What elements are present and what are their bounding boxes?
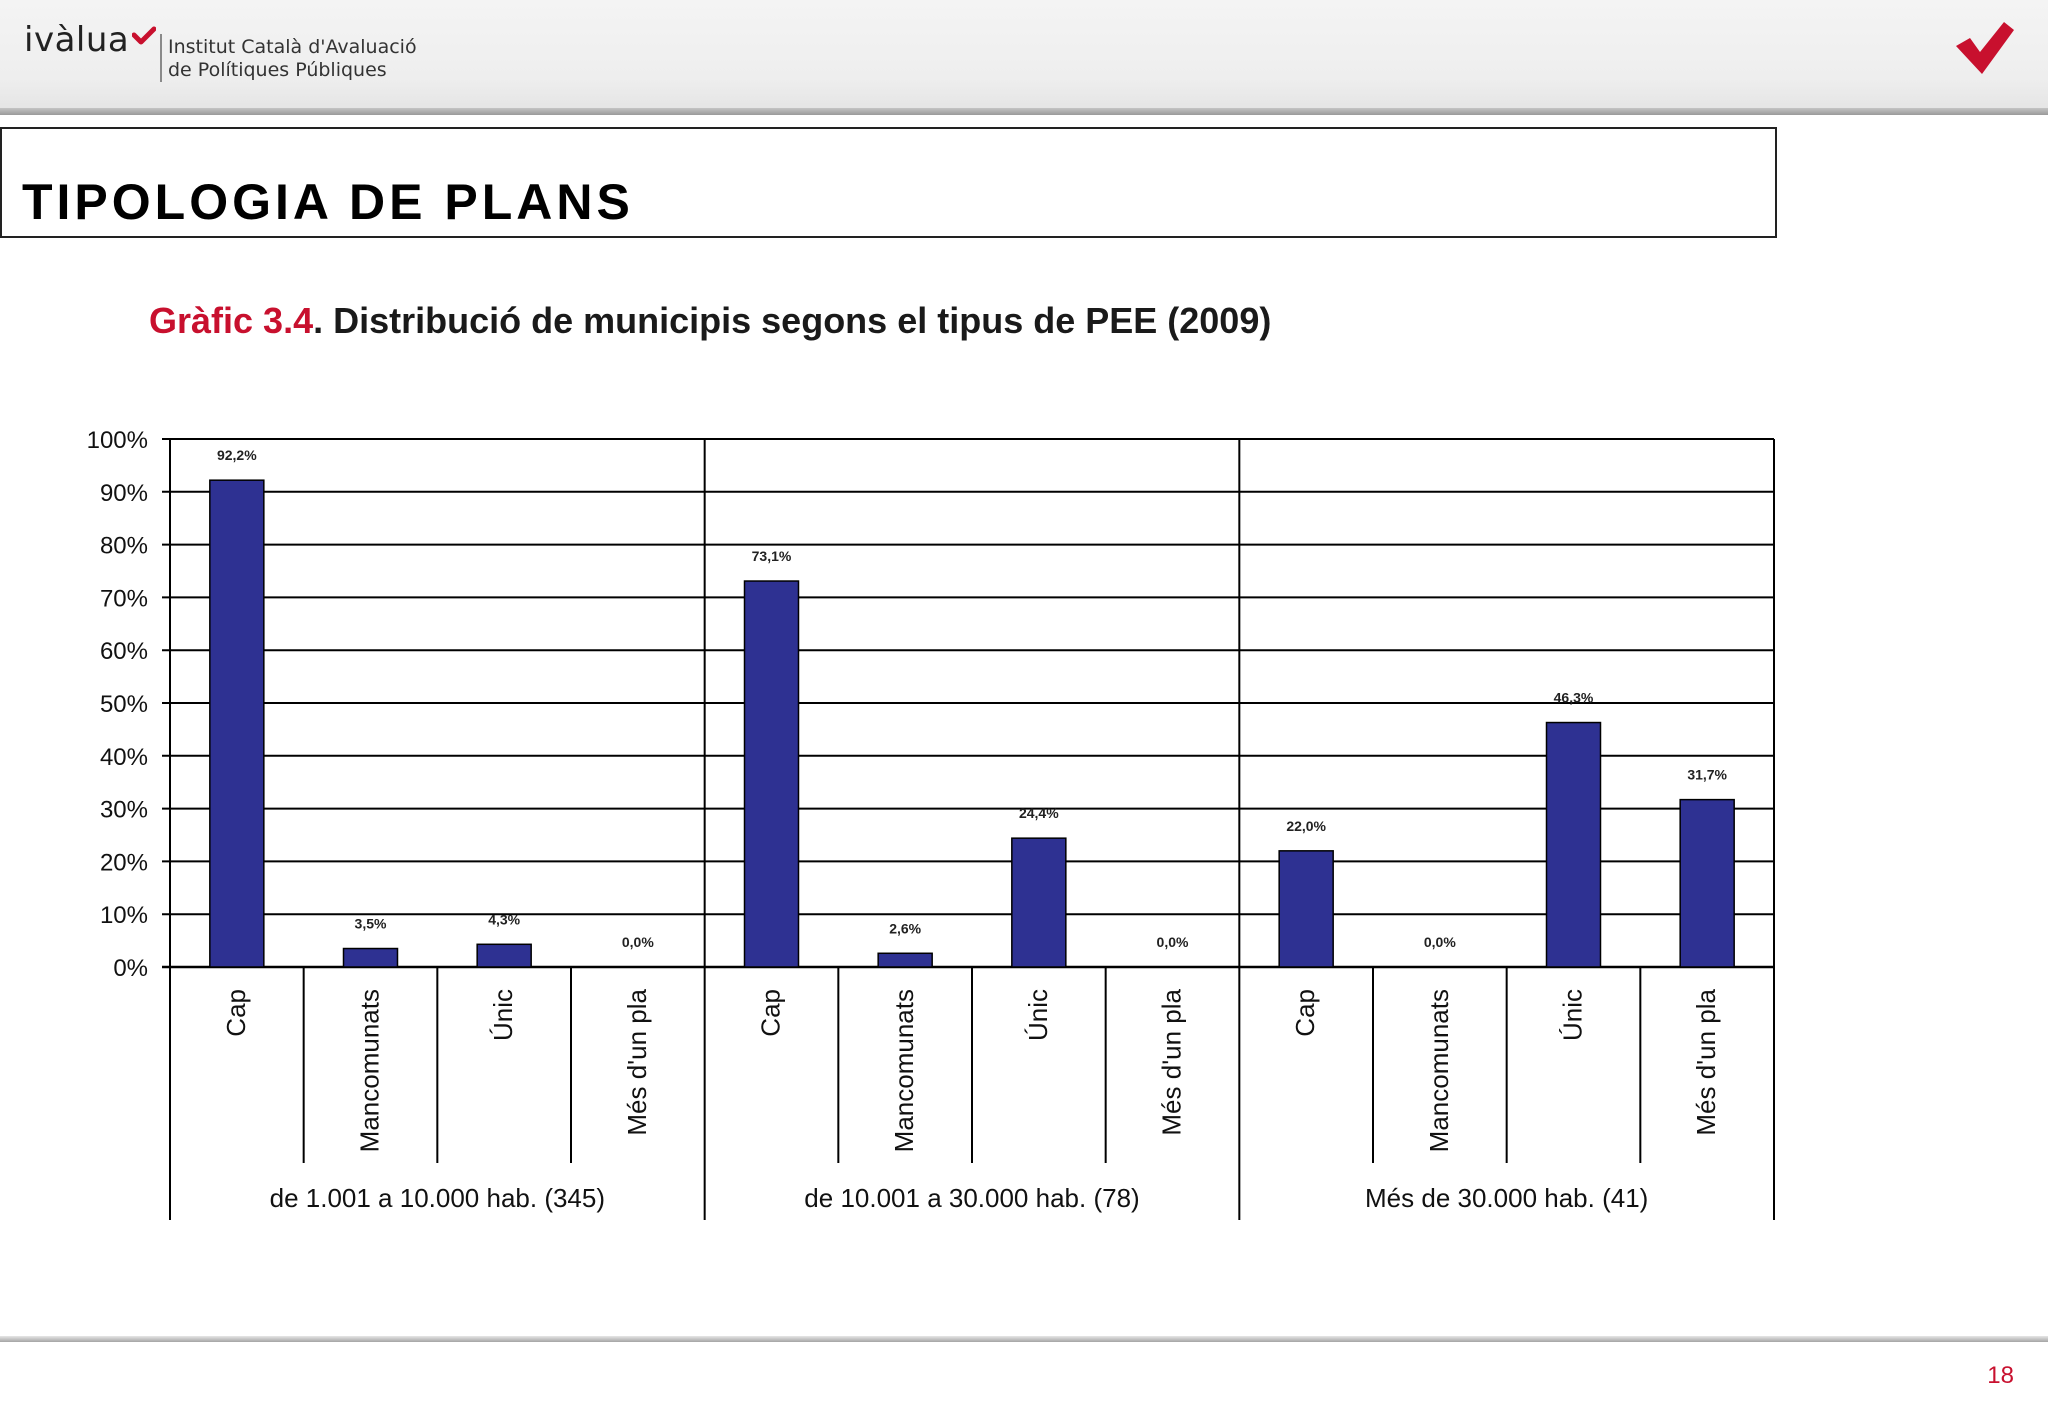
footer-divider bbox=[0, 1336, 2048, 1342]
y-tick-label: 100% bbox=[87, 427, 148, 454]
institution-name: Institut Català d'Avaluació de Polítique… bbox=[168, 36, 417, 82]
bar bbox=[1011, 837, 1067, 968]
y-tick-label: 0% bbox=[113, 955, 148, 982]
data-label: 31,7% bbox=[1687, 767, 1727, 783]
y-tick-label: 90% bbox=[100, 480, 148, 507]
data-label: 22,0% bbox=[1286, 818, 1326, 834]
data-label: 92,2% bbox=[217, 447, 257, 463]
institution-line-2: de Polítiques Públiques bbox=[168, 59, 387, 81]
group-label: de 1.001 a 10.000 hab. (345) bbox=[270, 1183, 605, 1213]
page-number: 18 bbox=[1987, 1362, 2014, 1389]
brand-check-icon bbox=[1956, 22, 2014, 74]
group-label: Més de 30.000 hab. (41) bbox=[1365, 1183, 1648, 1213]
y-tick-label: 70% bbox=[100, 585, 148, 612]
slide-title: TIPOLOGIA DE PLANS bbox=[22, 174, 634, 230]
data-label: 3,5% bbox=[355, 916, 387, 932]
chart-title-number: Gràfic 3.4 bbox=[149, 300, 314, 341]
category-label: Cap bbox=[221, 989, 251, 1037]
data-label: 0,0% bbox=[622, 934, 654, 950]
bar-chart: 0% 10% 20% 30% 40% 50% 60% 70% 80% 90% 100% 92,2% Ca… bbox=[87, 427, 1775, 1220]
y-tick-label: 30% bbox=[100, 797, 148, 824]
category-label: Únic bbox=[1023, 989, 1053, 1041]
slide-header: ivàlua Institut Català d'Avaluació de Po… bbox=[0, 0, 2048, 112]
logo-check-icon bbox=[132, 26, 156, 45]
institution-line-1: Institut Català d'Avaluació bbox=[168, 36, 417, 58]
y-tick-label: 40% bbox=[100, 744, 148, 771]
data-label: 0,0% bbox=[1424, 934, 1456, 950]
category-label: Únic bbox=[1558, 989, 1588, 1041]
bar bbox=[1545, 721, 1602, 968]
header-divider bbox=[0, 108, 2048, 115]
category-label: Únic bbox=[488, 989, 518, 1041]
category-label: Més d'un pla bbox=[1691, 988, 1721, 1135]
data-label: 73,1% bbox=[752, 548, 792, 564]
category-label: Cap bbox=[756, 989, 786, 1037]
chart-title-text: . Distribució de municipis segons el tip… bbox=[313, 300, 1272, 341]
category-label: Mancomunats bbox=[355, 989, 385, 1152]
group-label: de 10.001 a 30.000 hab. (78) bbox=[804, 1183, 1139, 1213]
data-label: 2,6% bbox=[889, 920, 921, 936]
category-label: Mancomunats bbox=[1424, 989, 1454, 1152]
category-label: Mancomunats bbox=[889, 989, 919, 1152]
category-label: Cap bbox=[1290, 989, 1320, 1037]
bar bbox=[1278, 850, 1334, 968]
bar bbox=[877, 952, 933, 968]
bar bbox=[209, 479, 265, 968]
bar bbox=[1679, 798, 1735, 968]
y-tick-label: 20% bbox=[100, 849, 148, 876]
y-tick-label: 60% bbox=[100, 638, 148, 665]
logo-divider bbox=[160, 34, 162, 82]
bar bbox=[476, 943, 532, 968]
category-label: Més d'un pla bbox=[622, 988, 652, 1135]
y-tick-label: 80% bbox=[100, 533, 148, 560]
slide-title-box: TIPOLOGIA DE PLANS bbox=[0, 127, 1777, 238]
data-label: 4,3% bbox=[488, 911, 520, 927]
logo-text: ivàlua bbox=[24, 20, 130, 60]
chart-title: Gràfic 3.4. Distribució de municipis seg… bbox=[149, 300, 1271, 342]
category-label: Més d'un pla bbox=[1157, 988, 1187, 1135]
y-tick-label: 50% bbox=[100, 691, 148, 718]
data-label: 0,0% bbox=[1157, 934, 1189, 950]
data-label: 46,3% bbox=[1554, 690, 1594, 706]
bar bbox=[342, 947, 399, 968]
data-label: 24,4% bbox=[1019, 805, 1059, 821]
bar bbox=[743, 580, 800, 968]
y-tick-label: 10% bbox=[100, 902, 148, 929]
